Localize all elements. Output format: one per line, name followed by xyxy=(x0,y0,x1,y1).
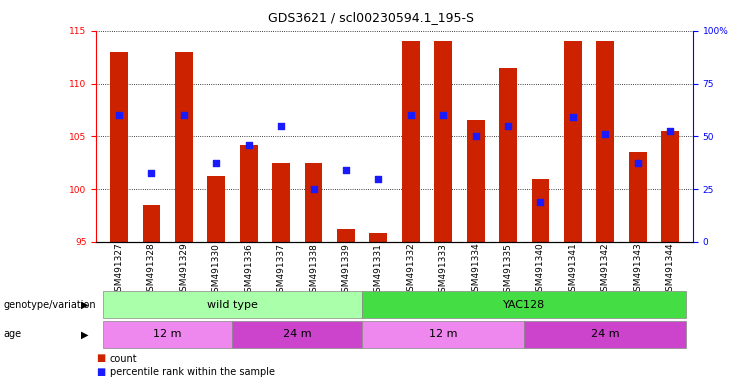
Text: age: age xyxy=(4,329,21,339)
Bar xyxy=(467,121,485,242)
Bar xyxy=(362,321,525,348)
Bar xyxy=(629,152,647,242)
Text: GSM491337: GSM491337 xyxy=(276,243,285,298)
Bar xyxy=(564,41,582,242)
Text: GDS3621 / scl00230594.1_195-S: GDS3621 / scl00230594.1_195-S xyxy=(268,11,473,24)
Text: YAC128: YAC128 xyxy=(503,300,545,310)
Point xyxy=(599,131,611,137)
Point xyxy=(405,112,416,118)
Bar xyxy=(142,205,160,242)
Point xyxy=(308,186,319,192)
Bar xyxy=(499,68,517,242)
Bar xyxy=(207,176,225,242)
Text: GSM491334: GSM491334 xyxy=(471,243,480,298)
Text: GSM491341: GSM491341 xyxy=(568,243,577,298)
Bar xyxy=(525,321,686,348)
Text: percentile rank within the sample: percentile rank within the sample xyxy=(110,367,275,377)
Point xyxy=(664,128,676,134)
Bar xyxy=(305,163,322,242)
Bar xyxy=(175,52,193,242)
Text: GSM491340: GSM491340 xyxy=(536,243,545,298)
Text: GSM491332: GSM491332 xyxy=(406,243,415,298)
Text: GSM491331: GSM491331 xyxy=(374,243,383,298)
Point xyxy=(275,122,287,129)
Point xyxy=(145,170,157,176)
Text: genotype/variation: genotype/variation xyxy=(4,300,96,310)
Text: GSM491327: GSM491327 xyxy=(115,243,124,298)
Bar xyxy=(434,41,452,242)
Text: GSM491338: GSM491338 xyxy=(309,243,318,298)
Text: GSM491336: GSM491336 xyxy=(245,243,253,298)
Text: 24 m: 24 m xyxy=(591,329,619,339)
Text: GSM491344: GSM491344 xyxy=(665,243,674,297)
Text: GSM491342: GSM491342 xyxy=(601,243,610,297)
Point xyxy=(243,142,255,148)
Text: wild type: wild type xyxy=(207,300,258,310)
Point xyxy=(470,133,482,139)
Text: 12 m: 12 m xyxy=(153,329,182,339)
Bar xyxy=(240,145,258,242)
Text: 12 m: 12 m xyxy=(429,329,457,339)
Bar xyxy=(103,291,362,318)
Bar xyxy=(370,233,388,242)
Bar xyxy=(661,131,679,242)
Point xyxy=(502,122,514,129)
Text: count: count xyxy=(110,354,137,364)
Bar xyxy=(110,52,128,242)
Text: ▶: ▶ xyxy=(82,300,89,310)
Text: GSM491343: GSM491343 xyxy=(634,243,642,298)
Point xyxy=(437,112,449,118)
Bar xyxy=(531,179,549,242)
Bar xyxy=(272,163,290,242)
Text: ▶: ▶ xyxy=(82,329,89,339)
Bar xyxy=(233,321,362,348)
Bar xyxy=(362,291,686,318)
Point xyxy=(567,114,579,120)
Text: GSM491329: GSM491329 xyxy=(179,243,188,298)
Bar xyxy=(337,229,355,242)
Text: ■: ■ xyxy=(96,367,105,377)
Point xyxy=(534,199,546,205)
Text: GSM491335: GSM491335 xyxy=(504,243,513,298)
Point xyxy=(340,167,352,173)
Point xyxy=(210,160,222,166)
Point xyxy=(373,175,385,182)
Point xyxy=(178,112,190,118)
Bar xyxy=(402,41,419,242)
Point xyxy=(632,160,644,166)
Text: ■: ■ xyxy=(96,353,105,363)
Text: GSM491328: GSM491328 xyxy=(147,243,156,298)
Text: 24 m: 24 m xyxy=(283,329,312,339)
Text: GSM491330: GSM491330 xyxy=(212,243,221,298)
Point xyxy=(113,112,125,118)
Bar xyxy=(103,321,233,348)
Text: GSM491339: GSM491339 xyxy=(342,243,350,298)
Bar xyxy=(597,41,614,242)
Text: GSM491333: GSM491333 xyxy=(439,243,448,298)
